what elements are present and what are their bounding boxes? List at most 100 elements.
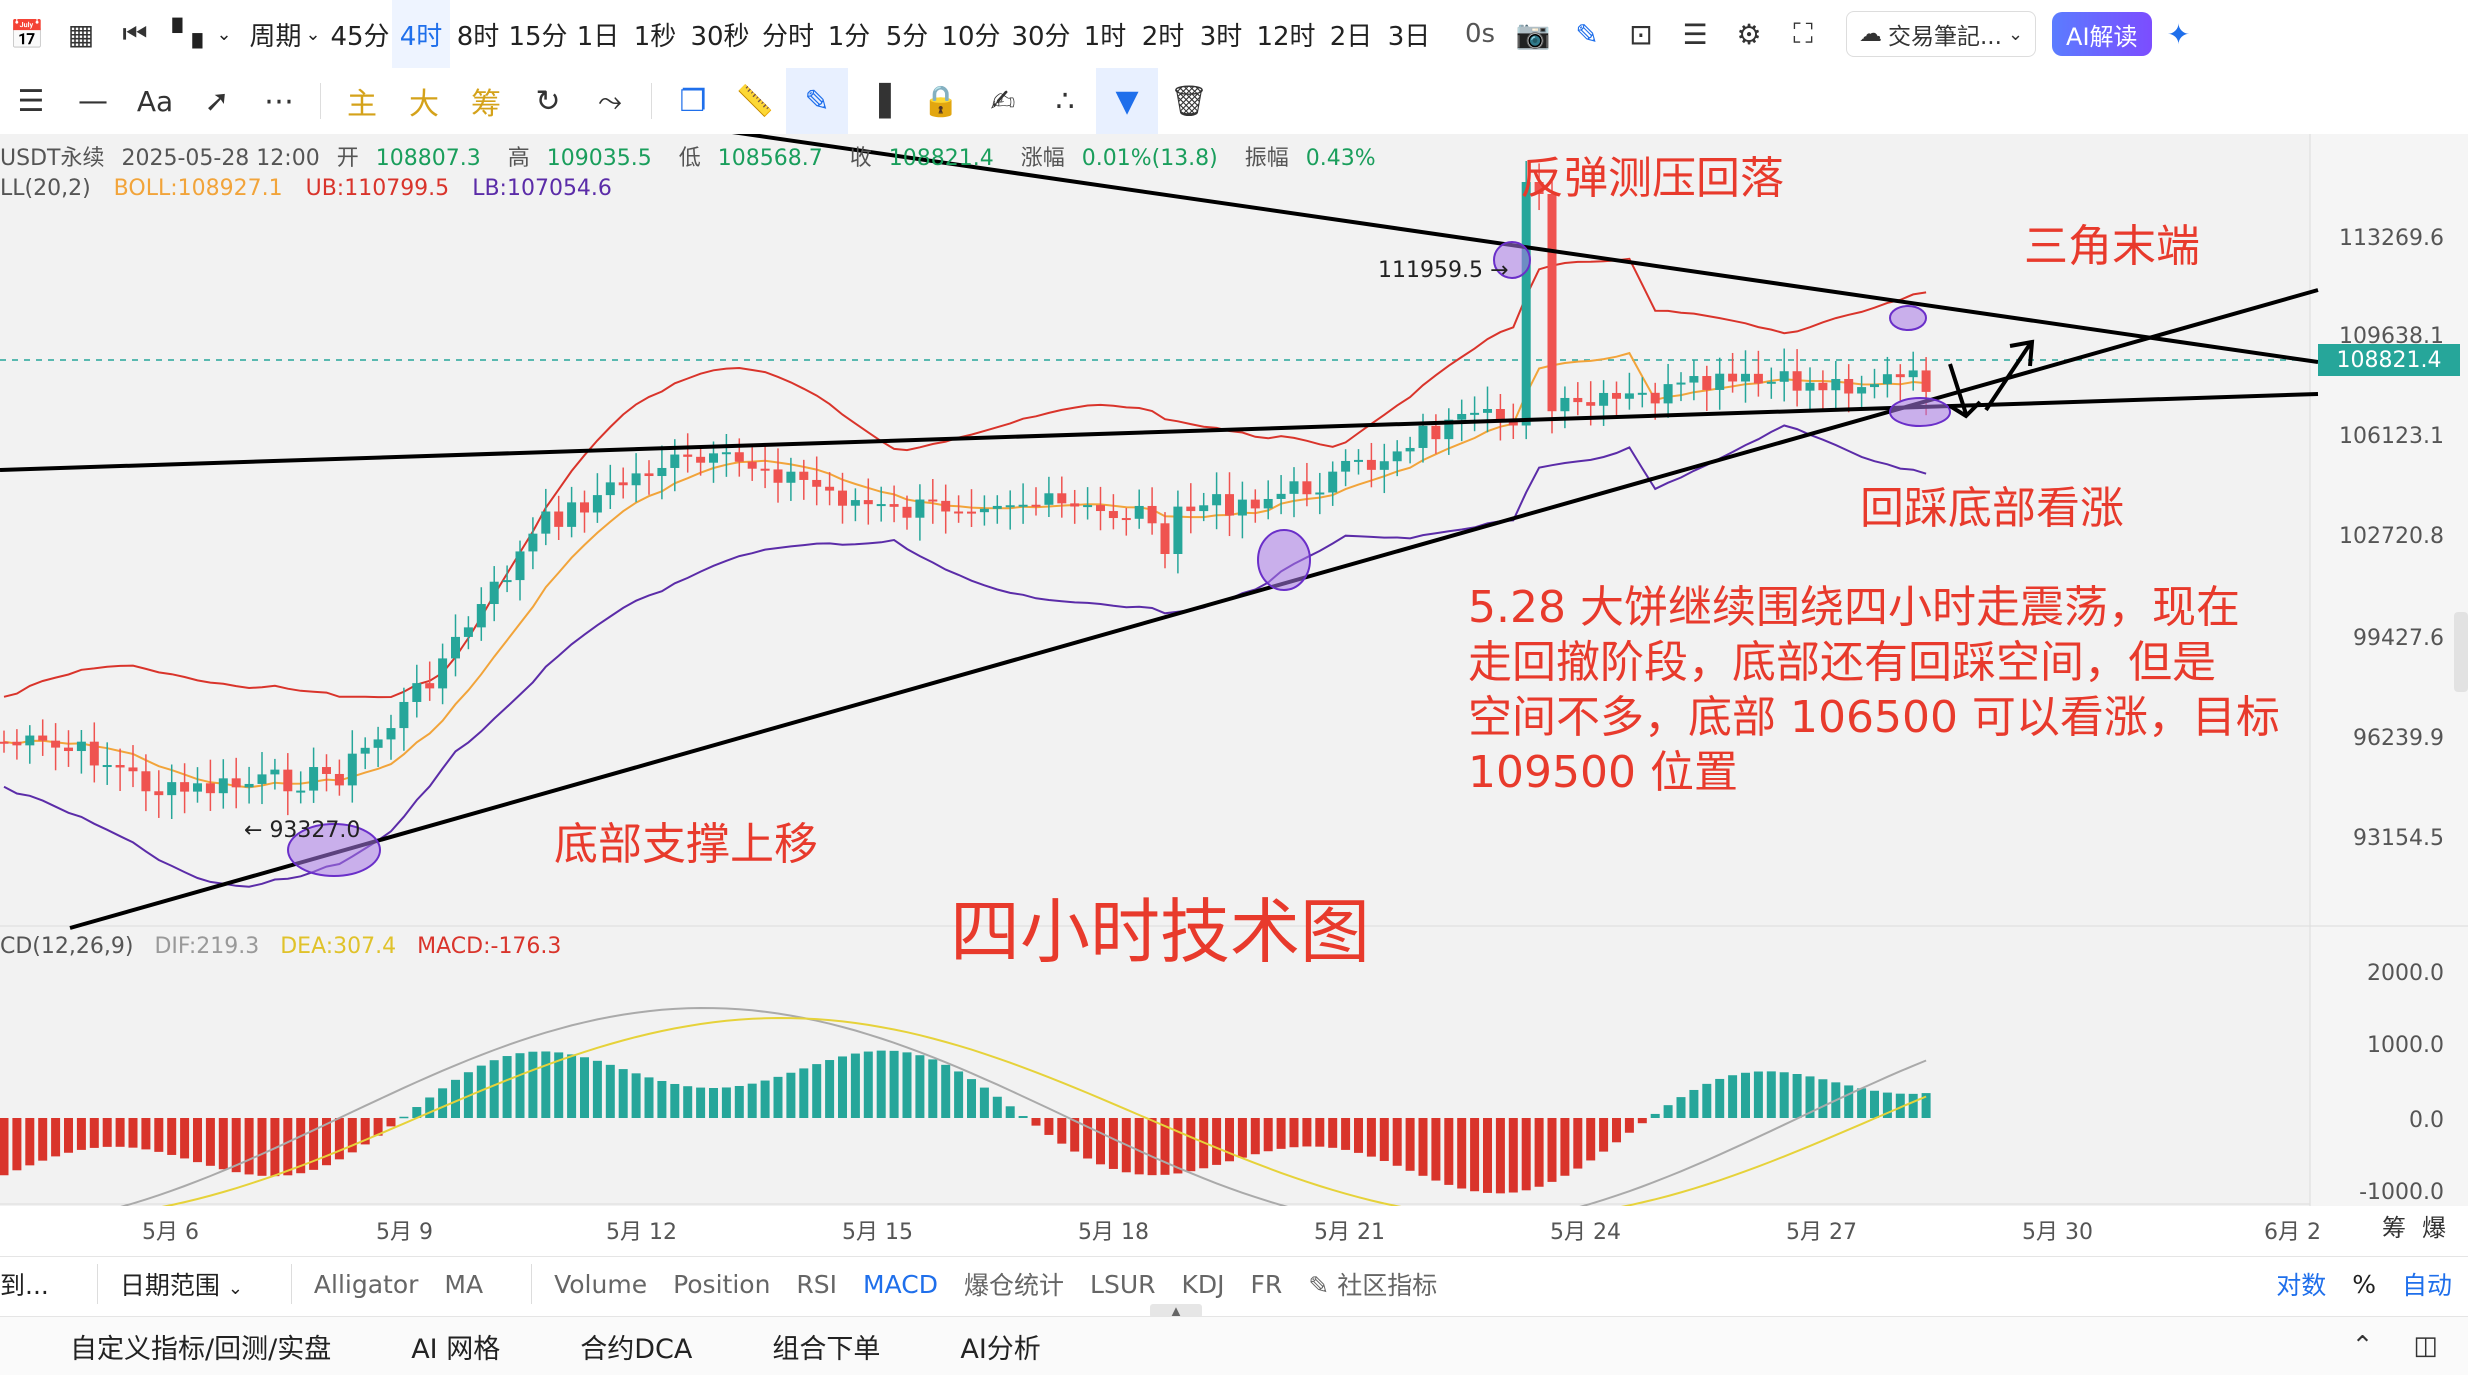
calendar-icon[interactable]: 📅 <box>9 17 45 51</box>
interval-1s[interactable]: 1秒 <box>633 21 677 52</box>
indicator-liquidation[interactable]: 爆仓统计 <box>964 1271 1065 1300</box>
indicator-position[interactable]: Position <box>673 1269 771 1299</box>
copy-icon[interactable]: ❐ <box>679 83 707 119</box>
trade-notes-button[interactable]: ☁ 交易筆記... ⌄ <box>1846 11 2037 57</box>
interval-2d[interactable]: 2日 <box>1329 21 1373 52</box>
sync-icon[interactable]: ↻ <box>535 83 561 119</box>
macd-histogram-bar <box>541 1051 551 1118</box>
indicator-macd[interactable]: MACD <box>863 1269 938 1299</box>
macd-histogram-bar <box>244 1118 254 1175</box>
main-force-button[interactable]: 主 <box>347 87 377 122</box>
footer-combo-order[interactable]: 组合下单 <box>772 1333 881 1365</box>
liquidation-corner-button[interactable]: 爆 <box>2422 1214 2446 1242</box>
edit-note-icon[interactable]: ✍ <box>990 83 1016 119</box>
interval-time-share[interactable]: 分时 <box>761 21 814 52</box>
interval-period-dropdown[interactable]: 周期 ⌄ <box>242 0 328 68</box>
list-icon[interactable]: ☰ <box>1682 17 1708 51</box>
footer-ai-analysis[interactable]: AI分析 <box>960 1333 1041 1365</box>
chip-corner-button[interactable]: 筹 <box>2382 1214 2406 1242</box>
indicator-volume[interactable]: Volume <box>554 1269 648 1299</box>
pencil-icon[interactable]: ✎ <box>1575 17 1599 51</box>
analysis-line: 走回撤阶段，底部还有回踩空间，但是 <box>1468 637 2216 688</box>
filter-icon[interactable]: ▼ <box>1096 68 1158 134</box>
candle-body <box>193 783 202 792</box>
pattern-icon[interactable]: ⤳ <box>598 83 622 119</box>
interval-10m[interactable]: 10分 <box>941 21 1001 52</box>
scale-percent-button[interactable]: % <box>2352 1269 2376 1299</box>
interval-45m[interactable]: 45分 <box>330 21 390 52</box>
interval-12h[interactable]: 12时 <box>1256 21 1316 52</box>
text-tool[interactable]: Aa <box>136 84 174 118</box>
brush-icon[interactable]: ✎ <box>786 68 848 134</box>
collapse-handle[interactable]: ▲ <box>1150 1304 1202 1318</box>
chart-canvas[interactable] <box>0 134 2468 1206</box>
interval-30s[interactable]: 30秒 <box>690 21 750 52</box>
chart-type-dropdown[interactable]: ▘▖ ⌄ <box>162 0 242 68</box>
indicator-kdj[interactable]: KDJ <box>1181 1269 1225 1299</box>
bars-icon[interactable]: ▐ <box>867 83 891 119</box>
macd-histogram-bar <box>1624 1118 1634 1133</box>
trash-icon[interactable]: 🗑 <box>1169 83 1209 119</box>
share-icon[interactable]: ✦ <box>2166 17 2191 51</box>
layout-toggle-icon[interactable]: ◫ <box>2413 1331 2438 1361</box>
macd-histogram-bar <box>709 1088 718 1118</box>
interval-8h[interactable]: 8时 <box>456 21 500 52</box>
indicator-ma[interactable]: MA <box>444 1269 484 1299</box>
indicator-alligator[interactable]: Alligator <box>313 1269 419 1299</box>
scale-auto-button[interactable]: 自动 <box>2401 1271 2452 1300</box>
candle-body <box>838 490 847 506</box>
interval-1h[interactable]: 1时 <box>1083 21 1127 52</box>
interval-3d[interactable]: 3日 <box>1387 21 1431 52</box>
candle-body <box>1702 376 1712 390</box>
candle-body <box>747 461 757 469</box>
ai-interpret-button[interactable]: AI解读 <box>2052 12 2152 56</box>
rewind-icon[interactable]: ⏮ <box>122 17 148 50</box>
candle-body <box>709 453 718 463</box>
interval-1m[interactable]: 1分 <box>827 21 871 52</box>
lock-icon[interactable]: 🔒 <box>922 83 960 119</box>
horizontal-line-icon[interactable]: — <box>78 83 108 119</box>
indicator-fr[interactable]: FR <box>1250 1269 1283 1299</box>
layout-icon[interactable]: ▦ <box>67 17 95 51</box>
interval-1d[interactable]: 1日 <box>576 21 620 52</box>
community-indicators-button[interactable]: ✎ 社区指标 <box>1308 1266 1437 1302</box>
candle-body <box>967 511 976 514</box>
chevron-up-icon[interactable]: ⌃ <box>2351 1331 2374 1361</box>
candle-body <box>1147 505 1157 524</box>
gear-icon[interactable]: ⚙ <box>1736 17 1762 51</box>
trendline-icon[interactable]: ➚ <box>204 83 230 119</box>
magnet-icon[interactable]: ∴ <box>1055 83 1075 119</box>
camera-icon[interactable]: 📷 <box>1515 17 1551 51</box>
footer-custom-indicators[interactable]: 自定义指标/回测/实盘 <box>70 1333 332 1365</box>
big-order-button[interactable]: 大 <box>409 87 439 122</box>
candle-body <box>1173 506 1183 554</box>
interval-2h[interactable]: 2时 <box>1141 21 1185 52</box>
interval-4h[interactable]: 4时 <box>392 0 450 68</box>
price-axis[interactable] <box>2310 134 2468 1206</box>
footer-contract-dca[interactable]: 合约DCA <box>580 1333 693 1365</box>
fullscreen-icon[interactable]: ⛶ <box>1793 17 1813 50</box>
crop-icon[interactable]: ⊡ <box>1629 17 1653 51</box>
interval-5m[interactable]: 5分 <box>885 21 929 52</box>
chip-button[interactable]: 筹 <box>471 87 501 122</box>
menu-icon[interactable]: ☰ <box>17 83 45 119</box>
date-range-dropdown[interactable]: 日期范围 ⌄ <box>120 1266 243 1302</box>
candle-body <box>1753 373 1763 384</box>
more-icon[interactable]: ⋯ <box>264 83 294 119</box>
indicator-rsi[interactable]: RSI <box>796 1269 838 1299</box>
indicator-lsur[interactable]: LSUR <box>1090 1269 1156 1299</box>
candle-body <box>1650 392 1660 404</box>
footer-ai-grid[interactable]: AI 网格 <box>411 1333 501 1365</box>
jump-to-button[interactable]: 到... <box>0 1271 49 1300</box>
interval-15m[interactable]: 15分 <box>508 21 568 52</box>
close-label: 收 <box>849 146 872 171</box>
interval-3h[interactable]: 3时 <box>1199 21 1243 52</box>
scale-log-button[interactable]: 对数 <box>2276 1271 2327 1300</box>
ruler-icon[interactable]: 📏 <box>736 83 774 119</box>
candle-body <box>231 778 241 788</box>
interval-30m[interactable]: 30分 <box>1011 21 1071 52</box>
macd-histogram-bar <box>1083 1118 1093 1159</box>
candle-body <box>51 740 61 748</box>
boll-info: LL(20,2) BOLL:108927.1 UB:110799.5 LB:10… <box>0 176 628 201</box>
scroll-handle[interactable] <box>2454 612 2468 692</box>
